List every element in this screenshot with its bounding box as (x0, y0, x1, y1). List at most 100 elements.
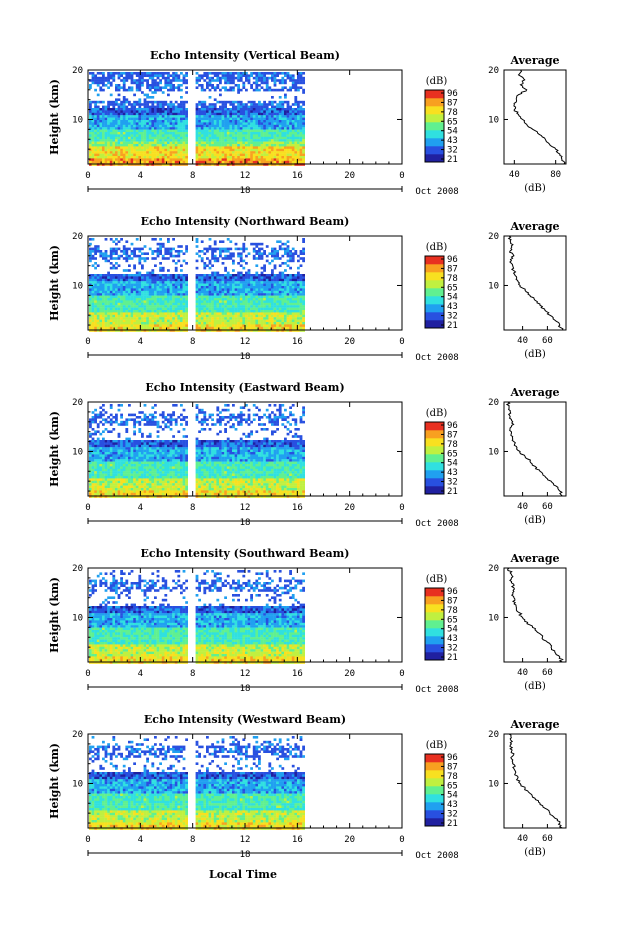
heat-cell (213, 319, 217, 323)
heat-cell (297, 88, 300, 92)
heat-cell (104, 108, 108, 111)
heat-cell (167, 79, 170, 82)
heat-cell (154, 324, 157, 327)
heat-cell (265, 278, 269, 282)
heat-cell (115, 110, 118, 113)
heat-cell (271, 290, 274, 294)
heat-cell (216, 317, 220, 320)
heat-cell (156, 117, 160, 121)
heat-cell (96, 274, 100, 277)
heat-cell (112, 72, 116, 75)
heat-cell (206, 312, 209, 315)
heat-cell (242, 141, 246, 145)
heat-cell (258, 146, 261, 149)
heat-cell (302, 129, 305, 133)
heat-cell (117, 76, 121, 80)
heat-cell (159, 146, 162, 149)
heat-cell (211, 305, 214, 308)
heat-cell (89, 276, 92, 279)
heat-cell (258, 120, 261, 123)
heat-cell (135, 88, 139, 92)
heat-cell (174, 290, 178, 294)
heat-cell (242, 314, 246, 318)
heat-cell (151, 81, 155, 85)
heat-cell (125, 278, 129, 282)
heat-cell (117, 322, 121, 325)
heat-cell (94, 293, 97, 296)
heat-cell (143, 117, 147, 121)
heat-cell (107, 322, 110, 325)
heat-cell (252, 290, 256, 294)
heat-cell (89, 141, 92, 145)
heat-cell (159, 136, 162, 140)
heat-cell (273, 252, 277, 255)
heat-cell (278, 293, 282, 296)
heat-cell (180, 141, 183, 145)
heat-cell (143, 108, 147, 111)
heat-cell (104, 252, 108, 255)
heat-cell (245, 271, 248, 275)
heat-cell (247, 148, 251, 152)
heat-cell (239, 127, 243, 130)
heat-cell (159, 310, 162, 313)
heat-cell (109, 298, 113, 301)
heat-cell (245, 74, 248, 77)
heat-cell (203, 122, 207, 125)
heat-cell (174, 136, 178, 140)
heat-cell (180, 314, 183, 318)
heat-cell (294, 283, 298, 287)
heat-cell (221, 74, 225, 77)
heat-cell (198, 136, 201, 140)
heat-cell (229, 317, 233, 320)
heat-cell (263, 124, 266, 128)
heat-cell (239, 76, 243, 80)
heat-cell (146, 312, 149, 315)
heat-cell (297, 298, 300, 301)
heat-cell (265, 112, 269, 116)
heat-cell (156, 288, 160, 291)
heat-cell (252, 302, 256, 306)
heat-cell (302, 103, 305, 106)
heat-cell (286, 264, 290, 267)
heat-cell (107, 276, 110, 279)
heat-cell (130, 134, 134, 137)
heat-cell (294, 81, 298, 85)
heat-cell (211, 307, 214, 311)
heat-cell (154, 310, 157, 313)
heat-cell (128, 103, 131, 106)
heat-cell (289, 117, 292, 121)
heat-cell (258, 276, 261, 279)
heat-cell (252, 317, 256, 320)
heat-cell (281, 254, 285, 258)
heat-cell (146, 84, 149, 87)
heat-cell (156, 127, 160, 130)
heat-cell (128, 293, 131, 296)
heat-cell (284, 127, 287, 130)
heat-cell (200, 259, 204, 263)
heat-cell (260, 305, 264, 308)
heat-cell (109, 129, 113, 133)
heat-cell (177, 103, 181, 106)
heat-cell (294, 293, 298, 296)
heat-cell (135, 146, 139, 149)
heat-cell (180, 160, 183, 164)
heat-cell (221, 132, 225, 135)
heat-cell (219, 281, 222, 284)
heat-cell (96, 156, 100, 159)
heat-cell (271, 100, 274, 104)
heat-cell (135, 290, 139, 294)
heat-cell (125, 122, 129, 125)
heat-cell (213, 146, 217, 149)
heat-cell (226, 127, 230, 130)
heat-cell (273, 305, 277, 308)
heat-cell (265, 120, 269, 123)
heat-cell (151, 96, 155, 99)
heat-cell (180, 110, 183, 113)
heatmap-cells (89, 238, 305, 332)
heat-cell (161, 134, 165, 137)
heat-cell (151, 110, 155, 113)
heat-cell (286, 247, 290, 251)
heat-cell (276, 240, 279, 243)
heat-cell (172, 274, 175, 277)
heat-cell (128, 122, 131, 125)
